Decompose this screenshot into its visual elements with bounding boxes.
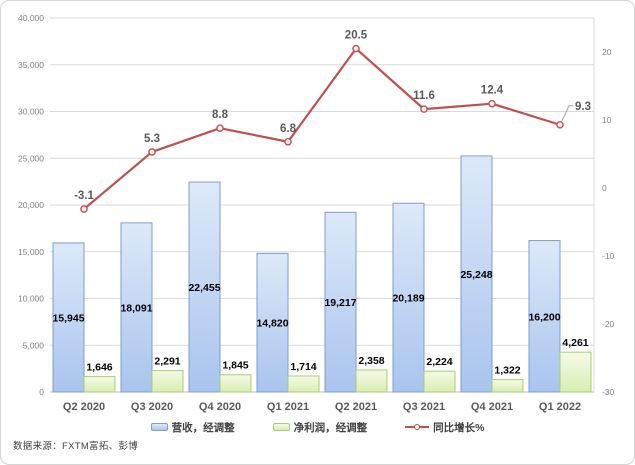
- growth-point-label: 6.8: [280, 123, 297, 135]
- revenue-bar-label: 20,189: [392, 293, 424, 305]
- growth-marker-icon: [414, 424, 421, 430]
- revenue-bar-label: 19,217: [324, 297, 356, 309]
- net-profit-bar-label: 1,322: [494, 365, 520, 377]
- net-profit-bar-label: 2,291: [154, 356, 180, 368]
- growth-marker-Q3 2021: [420, 105, 428, 113]
- growth-marker-Q3 2020: [148, 148, 156, 156]
- net-profit-bar-Q1 2022: [559, 351, 592, 393]
- category-label-Q3 2021: Q3 2021: [403, 401, 445, 413]
- revenue-bar-Q3 2021: [392, 202, 425, 393]
- net-profit-bar-label: 1,714: [290, 361, 316, 373]
- net-profit-bar-Q1 2021: [287, 375, 320, 393]
- legend-item-growth: 同比增长%: [405, 420, 484, 435]
- growth-line: [83, 47, 561, 210]
- growth-point-label: 9.3: [575, 101, 591, 113]
- growth-marker-Q2 2021: [352, 44, 360, 53]
- growth-point-label: 11.6: [413, 90, 435, 102]
- revenue-bar-label: 14,820: [256, 318, 288, 330]
- net-profit-bar-label: 2,224: [426, 356, 452, 368]
- category-label-Q4 2021: Q4 2021: [471, 401, 513, 413]
- left-axis-tick-label: 15,000: [18, 247, 44, 257]
- category-label-Q1 2021: Q1 2021: [267, 401, 309, 413]
- left-axis-tick-label: 35,000: [18, 60, 44, 70]
- net-profit-bar-label: 2,358: [358, 355, 384, 367]
- category-label-Q3 2020: Q3 2020: [131, 401, 173, 413]
- right-axis-tick-label: -20: [602, 319, 615, 329]
- legend-label-revenue: 营收，经调整: [171, 421, 235, 434]
- net-profit-bar-label: 4,261: [562, 337, 588, 349]
- right-axis-tick-label: 0: [602, 183, 607, 193]
- growth-point-label: 12.4: [481, 85, 504, 97]
- right-axis-tick-label: 10: [602, 115, 612, 125]
- growth-point-label: 5.3: [144, 133, 160, 145]
- left-axis-tick-label: 25,000: [18, 153, 44, 163]
- category-label-Q2 2021: Q2 2021: [335, 401, 377, 413]
- right-axis-tick-label: 20: [602, 47, 612, 57]
- chart-legend: 营收，经调整 净利润，经调整 同比增长%: [1, 418, 634, 436]
- revenue-bar-label: 15,945: [52, 312, 84, 324]
- legend-label-growth: 同比增长%: [433, 421, 485, 434]
- right-axis-tick-label: -10: [602, 251, 615, 261]
- revenue-bar-Q3 2020: [120, 222, 153, 393]
- growth-marker-Q4 2021: [488, 99, 496, 108]
- left-axis-tick-label: 40,000: [18, 13, 44, 23]
- right-axis-tick-label: -30: [602, 387, 615, 397]
- growth-marker-Q1 2022: [556, 120, 564, 129]
- revenue-bar-label: 25,248: [460, 269, 492, 281]
- net-profit-bar-Q3 2020: [151, 370, 184, 393]
- revenue-bar-label: 18,091: [120, 302, 152, 314]
- net-profit-bar-Q4 2020: [219, 374, 252, 393]
- revenue-bar-Q2 2020: [52, 242, 85, 393]
- net-profit-bar-label: 1,646: [86, 362, 112, 374]
- source-note: 数据来源：FXTM富拓、彭博: [13, 441, 139, 452]
- growth-marker-Q2 2020: [80, 205, 88, 213]
- net-profit-bar-label: 1,845: [222, 360, 248, 372]
- revenue-bar-Q4 2020: [188, 181, 221, 393]
- category-label-Q2 2020: Q2 2020: [63, 401, 105, 413]
- growth-marker-Q4 2020: [216, 124, 224, 132]
- growth-point-label: -3.1: [74, 190, 94, 202]
- left-axis-tick-label: 0: [39, 387, 44, 397]
- net-profit-bar-Q2 2021: [355, 369, 388, 393]
- category-label-Q1 2022: Q1 2022: [539, 401, 581, 413]
- revenue-bar-label: 16,200: [528, 311, 560, 323]
- revenue-bar-Q4 2021: [460, 155, 493, 393]
- category-label-Q4 2020: Q4 2020: [199, 401, 241, 413]
- revenue-bar-Q1 2022: [528, 240, 561, 393]
- net-profit-bar-Q4 2021: [491, 379, 524, 393]
- left-axis-tick-label: 20,000: [18, 200, 44, 210]
- net-profit-swatch-icon: [272, 423, 290, 431]
- left-axis-tick-label: 5,000: [23, 340, 45, 350]
- legend-item-revenue: 营收，经调整: [150, 420, 235, 435]
- net-profit-bar-Q3 2021: [423, 370, 456, 393]
- revenue-swatch-icon: [150, 423, 168, 431]
- left-axis-tick-label: 30,000: [18, 107, 44, 117]
- growth-point-label: 8.8: [212, 109, 229, 121]
- revenue-bar-Q2 2021: [324, 211, 357, 393]
- growth-label-leader-line: [561, 105, 573, 121]
- revenue-bar-Q1 2021: [256, 252, 289, 393]
- growth-line-swatch-icon: [405, 424, 430, 430]
- growth-point-label: 20.5: [345, 30, 368, 42]
- revenue-bar-label: 22,455: [188, 282, 220, 294]
- left-axis-tick-label: 10,000: [18, 294, 44, 304]
- legend-item-net-profit: 净利润，经调整: [272, 420, 368, 435]
- growth-marker-Q1 2021: [284, 137, 292, 146]
- legend-label-net-profit: 净利润，经调整: [293, 421, 368, 434]
- net-profit-bar-Q2 2020: [83, 376, 116, 393]
